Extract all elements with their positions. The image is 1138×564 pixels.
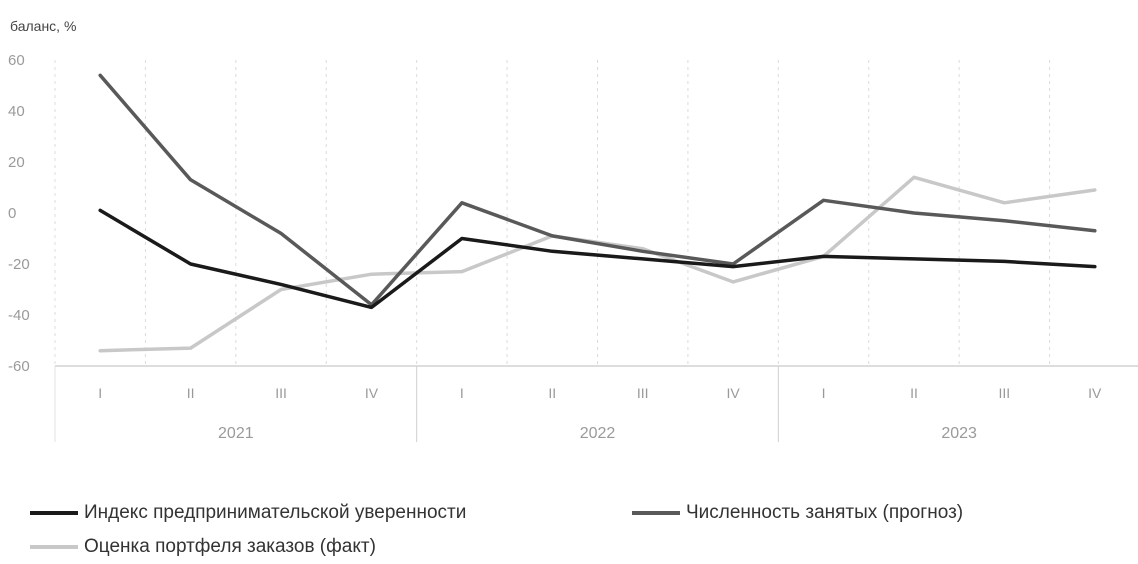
x-tick-label-8: I (822, 385, 826, 401)
group-label-1: 2022 (580, 425, 616, 442)
x-tick-label-4: I (460, 385, 464, 401)
x-tick-label-7: IV (727, 385, 741, 401)
legend-swatch-0 (30, 511, 78, 515)
series-line-1 (98, 73, 1097, 307)
legend-swatch-2 (30, 545, 78, 549)
y-tick-label-2: 20 (8, 154, 25, 171)
series-lines (98, 73, 1097, 353)
legend-label-0: Индекс предпринимательской уверенности (84, 502, 467, 523)
group-label-0: 2021 (218, 425, 254, 442)
legend-item-0: Индекс предпринимательской уверенности (30, 502, 466, 524)
y-tick-label-1: 40 (8, 103, 25, 120)
x-tick-label-10: III (999, 385, 1011, 401)
x-tick-label-5: II (548, 385, 556, 401)
y-tick-label-4: -20 (8, 256, 30, 273)
group-label-2: 2023 (941, 425, 977, 442)
legend-swatch-1 (632, 511, 680, 515)
y-tick-label-5: -40 (8, 307, 30, 324)
y-tick-label-3: 0 (8, 205, 16, 222)
y-tick-label-0: 60 (8, 52, 25, 69)
legend-label-1: Численность занятых (прогноз) (686, 502, 964, 523)
legend: Индекс предпринимательской уверенности Ч… (30, 494, 1130, 564)
x-tick-label-0: I (98, 385, 102, 401)
x-tick-label-3: IV (365, 385, 379, 401)
grid (54, 60, 1051, 366)
x-tick-label-11: IV (1088, 385, 1102, 401)
x-tick-label-2: III (275, 385, 287, 401)
y-axis-label: баланс, % (10, 18, 77, 34)
legend-item-1: Численность занятых (прогноз) (632, 502, 963, 524)
y-tick-label-6: -60 (8, 358, 30, 375)
y-axis-ticks: 60 40 20 0 -20 -40 -60 (8, 52, 30, 375)
x-tick-label-1: II (187, 385, 195, 401)
legend-label-2: Оценка портфеля заказов (факт) (84, 536, 376, 557)
x-tick-label-9: II (910, 385, 918, 401)
legend-item-2: Оценка портфеля заказов (факт) (30, 536, 376, 558)
x-tick-label-6: III (637, 385, 649, 401)
series-line-0 (98, 208, 1097, 310)
